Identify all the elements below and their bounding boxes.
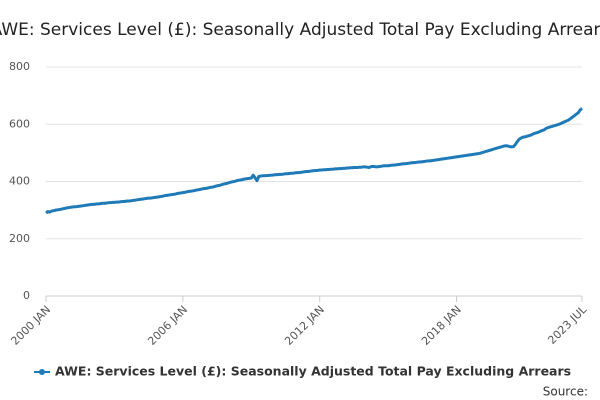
- legend-label: AWE: Services Level (£): Seasonally Adju…: [55, 364, 571, 379]
- source: Source:: [543, 385, 588, 399]
- y-tick-label: 800: [9, 60, 30, 73]
- y-tick-label: 400: [9, 175, 30, 188]
- x-tick-label: 2000 JAN: [8, 303, 53, 348]
- y-tick-label: 200: [9, 232, 30, 245]
- x-tick-label: 2018 JAN: [419, 303, 464, 348]
- y-tick-label: 0: [23, 289, 30, 302]
- x-tick-label: 2006 JAN: [145, 303, 190, 348]
- series-line: [45, 107, 583, 215]
- y-tick-label: 600: [9, 117, 30, 130]
- x-tick-label: 2012 JAN: [282, 303, 327, 348]
- x-tick-label: 2023 JUL: [545, 302, 589, 346]
- legend-marker: [39, 369, 45, 375]
- chart-title: AWE: Services Level (£): Seasonally Adju…: [0, 20, 600, 40]
